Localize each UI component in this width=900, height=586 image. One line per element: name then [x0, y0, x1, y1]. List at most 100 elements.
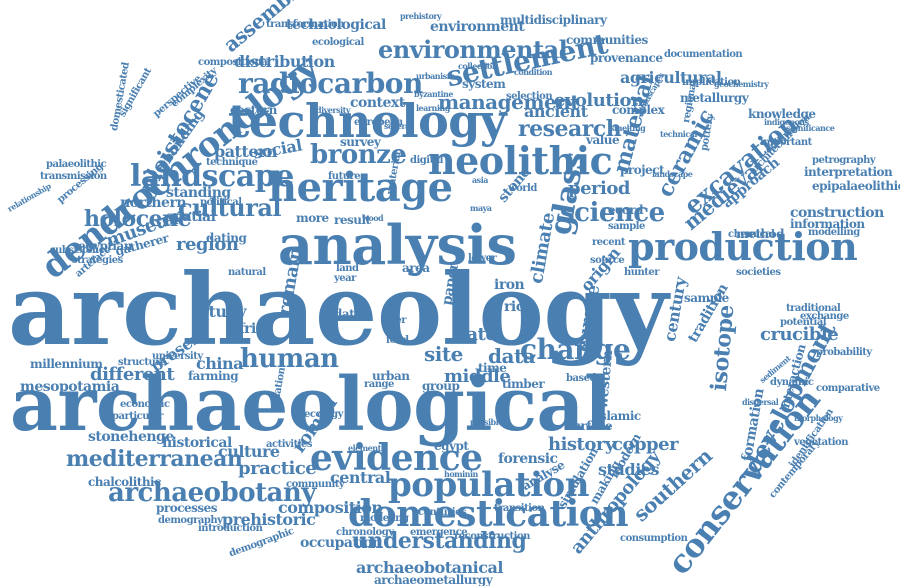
cloud-word-76: epipalaeolithic [812, 179, 900, 193]
cloud-word-86: comparative [816, 383, 880, 394]
cloud-word-133: river [382, 315, 407, 326]
cloud-word-197: structure [118, 357, 166, 368]
cloud-word-78: chemical [728, 229, 775, 240]
cloud-word-199: economic [120, 399, 170, 410]
cloud-word-155: eastern [230, 103, 277, 117]
cloud-word-204: community [286, 479, 345, 490]
cloud-word-105: centuries [418, 507, 467, 518]
cloud-word-116: sample [684, 291, 729, 305]
cloud-word-222: morphology [794, 413, 843, 423]
cloud-word-17: human [240, 344, 339, 374]
cloud-word-106: transition [494, 503, 545, 514]
cloud-word-161: northern [120, 195, 187, 211]
cloud-word-181: compositional [198, 57, 271, 68]
cloud-word-219: traditional [786, 303, 841, 314]
cloud-word-84: probability [816, 347, 872, 358]
cloud-word-118: source [590, 255, 625, 266]
cloud-word-93: egypt [434, 439, 469, 453]
cloud-word-212: complex [612, 103, 665, 117]
cloud-word-143: date [334, 307, 362, 321]
cloud-word-137: timber [502, 377, 545, 391]
cloud-word-99: demography [158, 515, 223, 526]
cloud-word-2: analysis [278, 213, 517, 277]
cloud-word-218: hunter [624, 267, 660, 278]
cloud-word-68: distribution [234, 52, 335, 71]
cloud-word-182: urbanism [416, 71, 455, 81]
cloud-word-148: project [620, 163, 665, 177]
cloud-word-54: studies [598, 460, 659, 479]
cloud-word-75: interpretation [804, 165, 893, 179]
cloud-word-156: european [354, 117, 403, 128]
cloud-word-211: value [586, 133, 620, 147]
cloud-word-138: based [566, 373, 596, 384]
cloud-word-77: petrography [812, 155, 876, 166]
cloud-word-225: hominin [444, 469, 478, 479]
cloud-word-186: collection [458, 61, 498, 71]
cloud-word-47: practice [238, 458, 317, 479]
cloud-word-18: change [520, 333, 631, 366]
cloud-word-61: construction [790, 205, 884, 221]
cloud-word-16: science [560, 198, 665, 228]
cloud-word-200: particular [112, 411, 164, 422]
cloud-word-1: archaeological [10, 362, 612, 448]
cloud-word-3: technology [228, 94, 507, 148]
cloud-word-57: archaeobotanical [356, 558, 503, 577]
cloud-word-56: prehistoric [222, 510, 316, 529]
cloud-word-169: strategies [72, 255, 123, 266]
cloud-word-88: vegetation [794, 437, 848, 448]
cloud-word-34: region [176, 234, 239, 255]
cloud-word-141: land [336, 263, 359, 274]
cloud-word-150: pattern [214, 142, 278, 161]
cloud-word-208: lower [468, 253, 497, 264]
cloud-word-71: transformation [266, 19, 344, 30]
cloud-word-154: system [462, 77, 506, 91]
cloud-word-67: multidisciplinary [500, 13, 607, 27]
cloud-word-125: study [200, 302, 247, 321]
cloud-word-206: element [348, 443, 381, 453]
cloud-word-94: surface [566, 419, 613, 433]
cloud-word-83: exchange [800, 311, 849, 322]
cloud-word-192: important [760, 137, 812, 148]
cloud-word-111: consumption [620, 533, 688, 544]
cloud-word-117: recent [592, 237, 625, 248]
cloud-word-98: processes [156, 501, 218, 515]
cloud-word-187: condition [514, 67, 553, 77]
cloud-word-42: agricultural [620, 68, 722, 87]
cloud-word-183: byzantine [414, 89, 453, 99]
cloud-word-221: dispersal [742, 397, 779, 407]
cloud-word-121: mesopotamia [20, 379, 120, 395]
cloud-word-8: evidence [310, 437, 483, 479]
cloud-word-100: introduction [198, 523, 263, 534]
cloud-word-189: documentation [664, 49, 743, 60]
cloud-word-66: communities [566, 33, 648, 47]
cloud-word-104: modeling [360, 513, 409, 524]
cloud-word-80: societies [736, 267, 781, 278]
cloud-word-166: dating [206, 231, 247, 245]
cloud-word-95: stonehenge [88, 429, 174, 445]
cloud-word-58: archaeometallurgy [374, 573, 493, 586]
cloud-word-41: ancient [524, 102, 588, 121]
cloud-word-91: islamic [596, 409, 641, 423]
cloud-word-184: ecological [312, 37, 364, 48]
cloud-word-60: crucible [760, 324, 839, 345]
cloud-word-102: emergence [410, 527, 468, 538]
cloud-word-123: different [90, 364, 175, 385]
cloud-word-216: technical [660, 129, 697, 139]
cloud-word-119: china [196, 354, 243, 373]
cloud-word-122: millennium [30, 357, 103, 371]
cloud-word-92: forensic [498, 451, 558, 467]
cloud-word-20: archaeobotany [108, 478, 316, 508]
cloud-word-140: food [386, 335, 409, 346]
cloud-word-226: landscape [652, 169, 693, 179]
cloud-word-170: subsistence [50, 245, 111, 256]
cloud-word-224: possible [470, 417, 503, 427]
cloud-word-139: time [478, 361, 507, 375]
cloud-word-25: bronze [310, 140, 407, 170]
cloud-word-193: indigenous [764, 117, 809, 127]
cloud-word-165: result [334, 213, 371, 227]
cloud-word-73: knowledge [748, 107, 816, 121]
cloud-word-10: landscape [130, 159, 294, 194]
cloud-word-157: future [328, 171, 361, 182]
cloud-word-171: natural [228, 267, 266, 278]
